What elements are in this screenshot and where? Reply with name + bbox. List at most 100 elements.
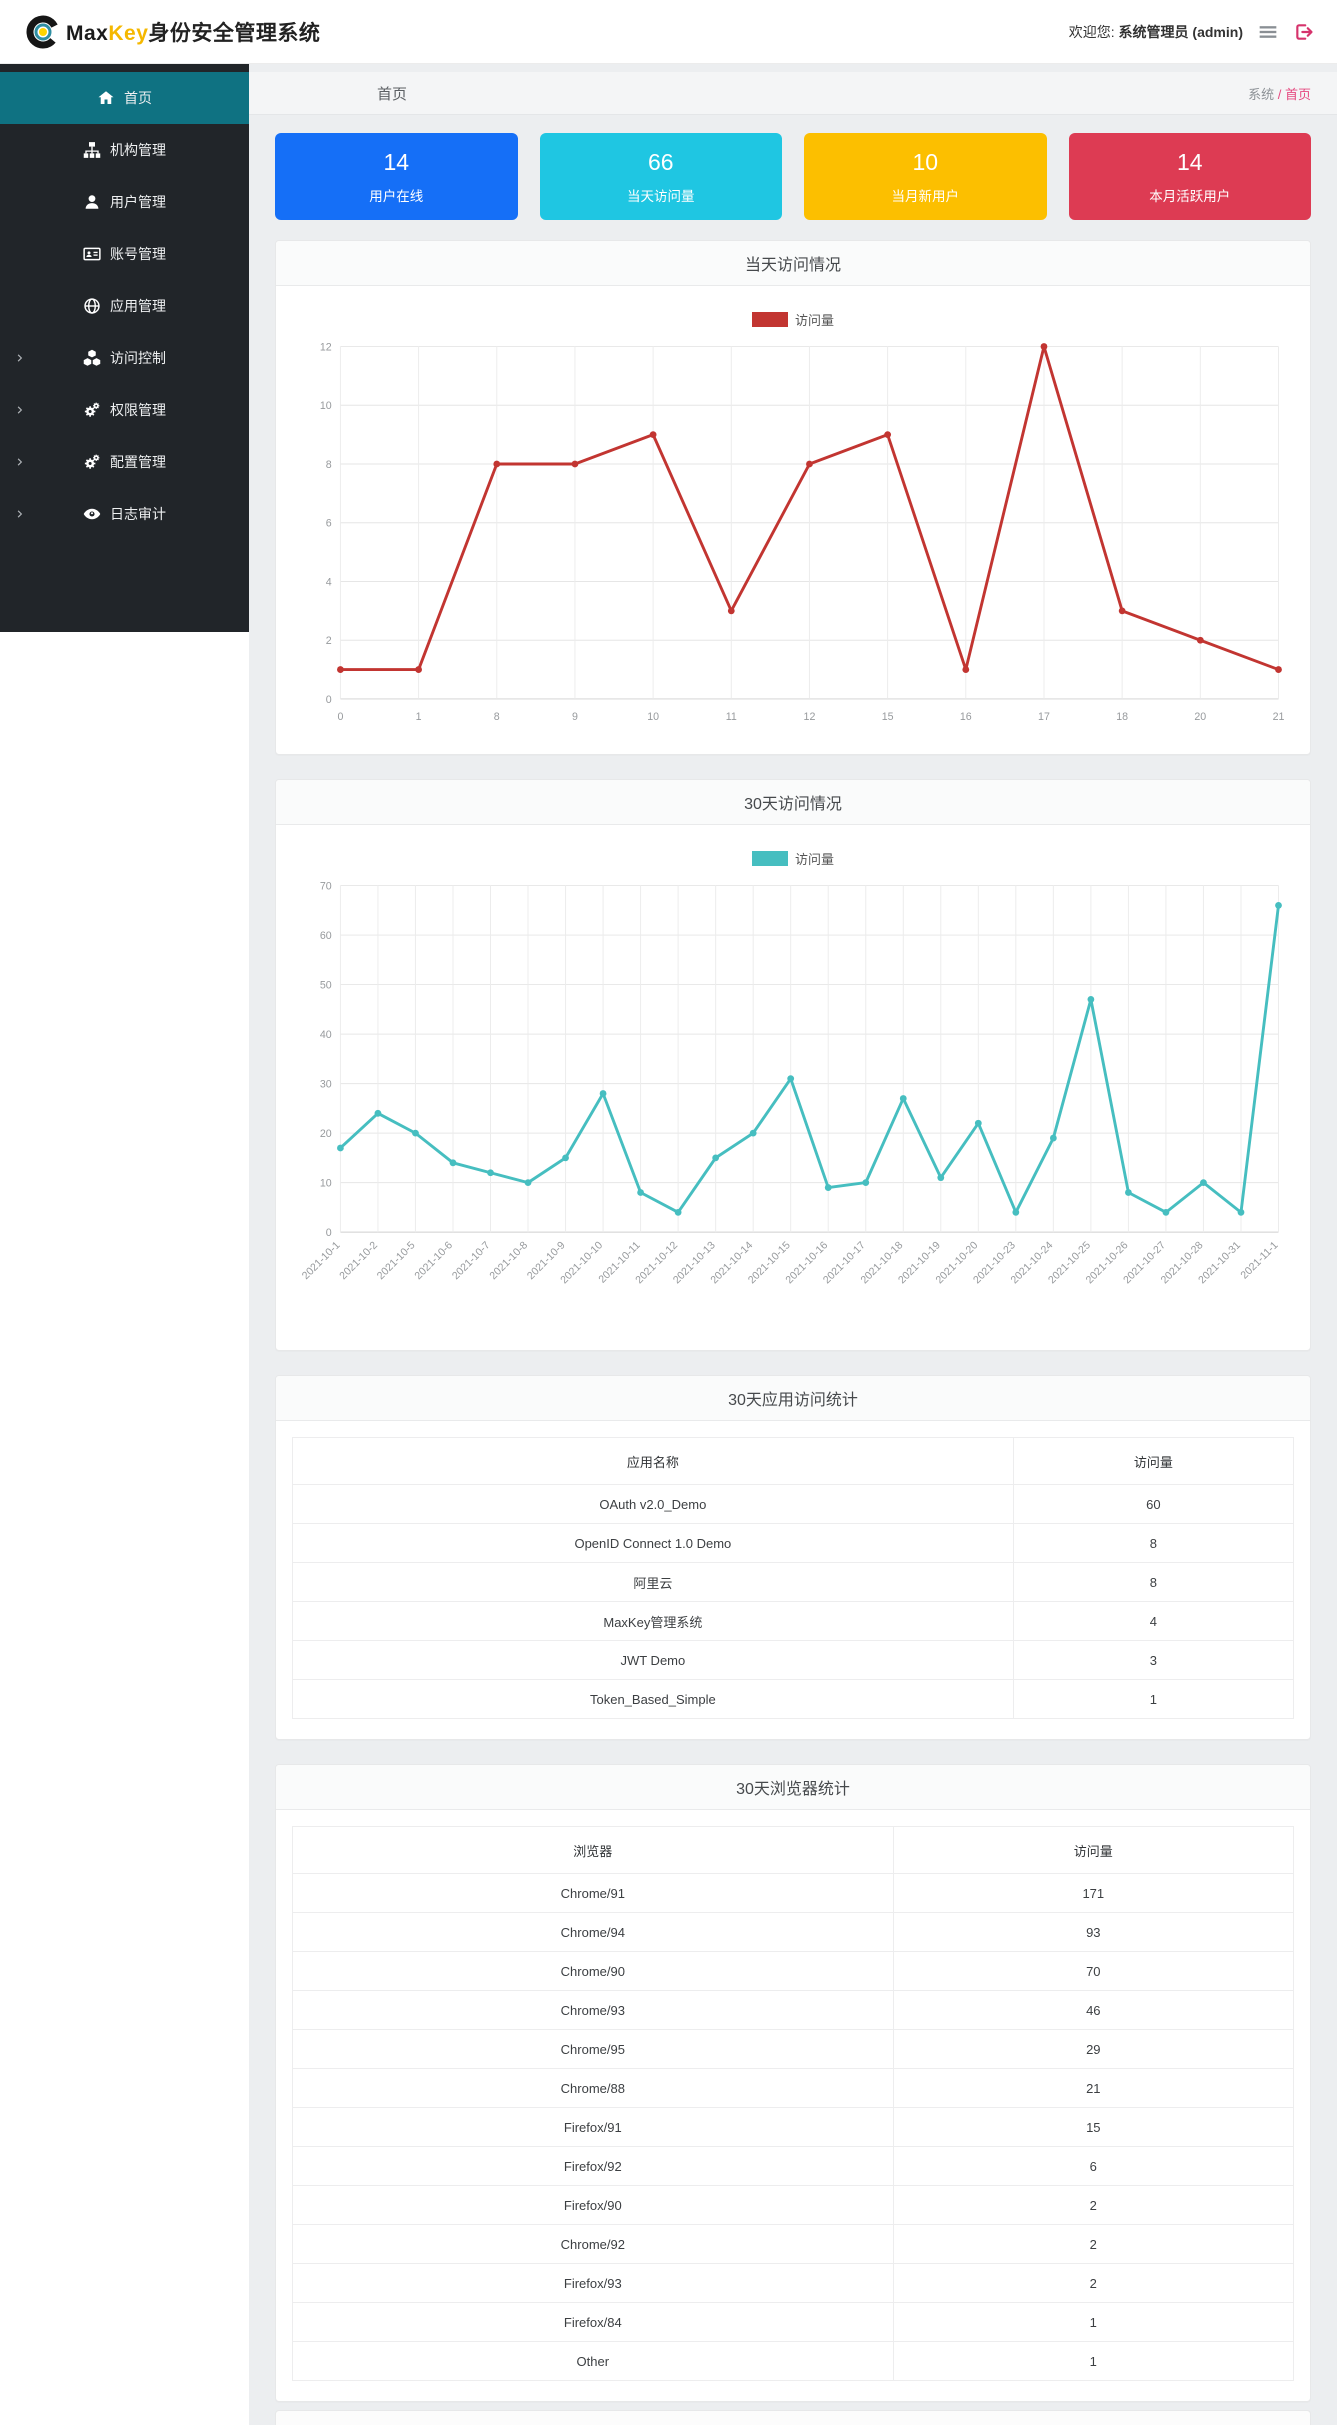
logout-icon[interactable] <box>1293 21 1315 43</box>
cogs-icon <box>83 453 101 471</box>
sidebar-item-label: 访问控制 <box>110 350 166 366</box>
svg-text:6: 6 <box>326 518 332 530</box>
sidebar-item-label: 首页 <box>124 90 152 106</box>
eye-icon <box>83 505 101 523</box>
sidebar-item-label: 日志审计 <box>110 506 166 522</box>
table-cell: 1 <box>1012 1679 1295 1720</box>
svg-text:30: 30 <box>320 1078 332 1090</box>
table-cell: 2 <box>892 2185 1295 2226</box>
table-cell: Token_Based_Simple <box>292 1679 1014 1720</box>
sidebar-item-access-control[interactable]: 访问控制 <box>0 332 249 384</box>
svg-text:2: 2 <box>326 635 332 647</box>
svg-text:12: 12 <box>320 341 332 353</box>
globe-icon <box>83 297 101 315</box>
stat-value: 66 <box>647 148 674 175</box>
svg-text:20: 20 <box>320 1128 332 1140</box>
chevron-right-icon <box>14 405 25 416</box>
sidebar-item-permissions[interactable]: 权限管理 <box>0 384 249 436</box>
sitemap-icon <box>83 141 101 159</box>
table-cell: Chrome/91 <box>292 1873 894 1914</box>
svg-text:10: 10 <box>647 711 659 723</box>
table-cell: Other <box>292 2341 894 2382</box>
table-cell: Chrome/88 <box>292 2068 894 2109</box>
table-row: Chrome/91 171 <box>292 1873 1295 1914</box>
legend-label: 访问量 <box>794 313 834 328</box>
app-logo[interactable]: MaxKey身份安全管理系统 <box>0 15 320 49</box>
breadcrumb-root-link[interactable]: 系统 <box>1248 86 1275 102</box>
svg-text:2021-10-1: 2021-10-1 <box>300 1239 343 1282</box>
svg-text:0: 0 <box>326 1227 332 1239</box>
user-icon <box>83 193 101 211</box>
table-cell: OpenID Connect 1.0 Demo <box>292 1523 1014 1564</box>
sidebar-item-audit-log[interactable]: 日志审计 <box>0 488 249 540</box>
table-cell: 93 <box>892 1912 1295 1953</box>
svg-text:70: 70 <box>320 880 332 892</box>
menu-toggle-icon[interactable] <box>1257 21 1279 43</box>
svg-text:0: 0 <box>337 711 343 723</box>
table-cell: Firefox/93 <box>292 2263 894 2304</box>
svg-text:15: 15 <box>882 711 894 723</box>
legend-swatch <box>751 850 788 866</box>
svg-text:2021-10-2: 2021-10-2 <box>337 1239 380 1282</box>
stat-label: 用户在线 <box>369 188 424 204</box>
svg-text:12: 12 <box>804 711 816 723</box>
column-header: 应用名称 <box>292 1437 1014 1486</box>
welcome-text: 欢迎您: 系统管理员 (admin) <box>1068 23 1243 40</box>
breadcrumb-current-link[interactable]: / 首页 <box>1277 86 1311 102</box>
next-panel-edge <box>275 2410 1311 2425</box>
sidebar-item-label: 配置管理 <box>110 454 166 470</box>
chart-legend: 访问量 <box>292 835 1294 872</box>
stat-label: 当月新用户 <box>891 188 960 204</box>
table-row: Firefox/90 2 <box>292 2185 1295 2226</box>
table-cell: Firefox/90 <box>292 2185 894 2226</box>
table-row: Firefox/91 15 <box>292 2107 1295 2148</box>
table-cell: 46 <box>892 1990 1295 2031</box>
table-cell: Firefox/92 <box>292 2146 894 2187</box>
browser-stats-table: 浏览器 访问量 Chrome/91 171 Chrome/94 93 Chrome/90… <box>292 1826 1295 2382</box>
chevron-right-icon <box>14 509 25 520</box>
table-cell: JWT Demo <box>292 1640 1014 1681</box>
svg-text:40: 40 <box>320 1029 332 1041</box>
column-header: 访问量 <box>1012 1437 1295 1486</box>
table-cell: Chrome/92 <box>292 2224 894 2265</box>
sidebar-item-label: 机构管理 <box>110 142 166 158</box>
table-row: Firefox/84 1 <box>292 2302 1295 2343</box>
panel-title: 30天访问情况 <box>276 779 1310 825</box>
sidebar-item-org[interactable]: 机构管理 <box>0 124 249 176</box>
chevron-right-icon <box>14 457 25 468</box>
sidebar-item-configuration[interactable]: 配置管理 <box>0 436 249 488</box>
svg-text:9: 9 <box>572 711 578 723</box>
svg-text:10: 10 <box>320 1177 332 1189</box>
chart-legend: 访问量 <box>292 296 1294 333</box>
sidebar-item-apps[interactable]: 应用管理 <box>0 280 249 332</box>
top-header: MaxKey身份安全管理系统 欢迎您: 系统管理员 (admin) <box>0 0 1337 64</box>
table-cell: 60 <box>1012 1484 1295 1525</box>
table-row: Chrome/90 70 <box>292 1951 1295 1992</box>
sidebar-item-users[interactable]: 用户管理 <box>0 176 249 228</box>
table-cell: 2 <box>892 2263 1295 2304</box>
svg-text:8: 8 <box>326 459 332 471</box>
table-row: Other 1 <box>292 2341 1295 2382</box>
id-card-icon <box>83 245 101 263</box>
table-cell: 29 <box>892 2029 1295 2070</box>
table-cell: 2 <box>892 2224 1295 2265</box>
svg-text:2021-10-6: 2021-10-6 <box>412 1239 455 1282</box>
page-title: 首页 <box>377 85 408 103</box>
table-cell: 3 <box>1012 1640 1295 1681</box>
svg-text:2021-11-1: 2021-11-1 <box>1238 1239 1280 1281</box>
table-cell: 15 <box>892 2107 1295 2148</box>
table-header-row: 浏览器 访问量 <box>292 1826 1295 1875</box>
panel-title: 当天访问情况 <box>276 241 1310 286</box>
svg-text:20: 20 <box>1194 711 1206 723</box>
svg-text:4: 4 <box>326 576 332 588</box>
stat-card-new-users-month: 10 当月新用户 <box>804 133 1047 220</box>
table-row: 阿里云 8 <box>292 1562 1295 1603</box>
svg-text:2021-10-7: 2021-10-7 <box>450 1239 493 1282</box>
stat-value: 10 <box>912 148 939 175</box>
sidebar-item-home[interactable]: 首页 <box>0 72 249 124</box>
table-cell: Firefox/84 <box>292 2302 894 2343</box>
panel-monthly-visits: 30天访问情况 访问量 0 10 20 30 40 50 60 70 2021-10-1 2021… <box>275 778 1311 1352</box>
sidebar-item-accounts[interactable]: 账号管理 <box>0 228 249 280</box>
table-cell: Chrome/94 <box>292 1912 894 1953</box>
